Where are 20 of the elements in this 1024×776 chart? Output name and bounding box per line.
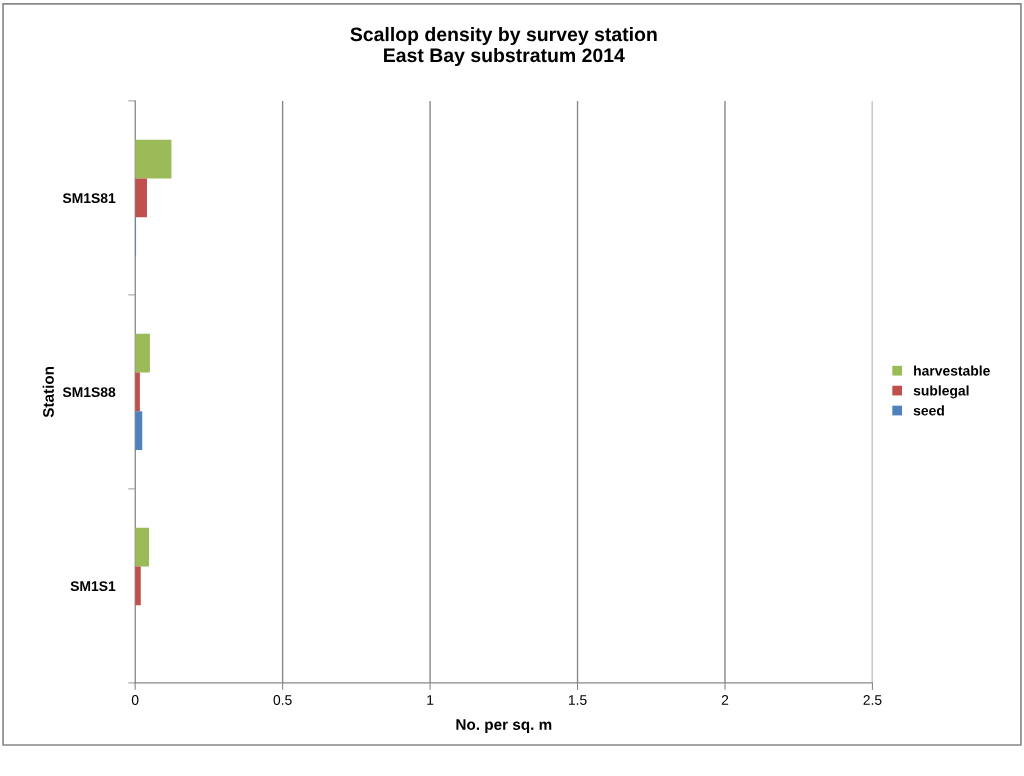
x-tick-label: 0.5 — [273, 695, 292, 705]
y-axis-title: Station — [42, 366, 54, 418]
bar — [135, 566, 141, 606]
x-axis-title: No. per sq. m — [456, 719, 552, 733]
legend-label: seed — [913, 405, 944, 416]
bar — [135, 178, 147, 218]
x-tick-label: 0 — [131, 695, 139, 705]
x-tick-label: 1 — [427, 695, 434, 705]
y-tick-label: SM1S81 — [62, 193, 116, 204]
legend-label: sublegal — [913, 385, 969, 399]
bar — [135, 139, 172, 179]
x-tick-label: 1.5 — [568, 695, 587, 705]
chart-title: Scallop density by survey station East Bay substratum 2014 — [350, 26, 657, 67]
x-tick-label: 2.5 — [863, 695, 882, 705]
x-tick-label: 2 — [721, 695, 729, 705]
bar — [135, 527, 150, 567]
y-tick-label: SM1S88 — [62, 387, 116, 398]
y-tick-label: SM1S1 — [70, 581, 116, 592]
bar — [135, 333, 150, 373]
legend-label: harvestable — [914, 365, 990, 376]
